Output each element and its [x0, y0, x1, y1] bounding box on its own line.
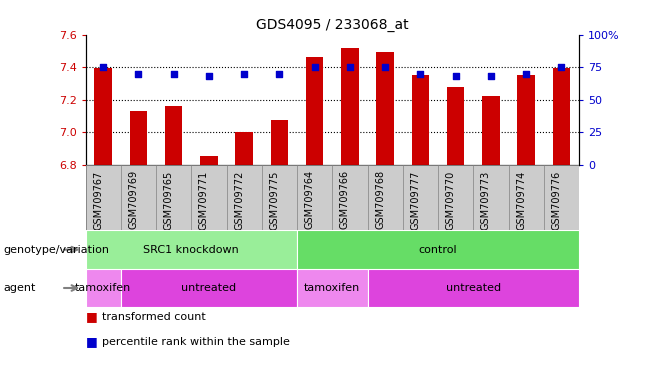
- Text: percentile rank within the sample: percentile rank within the sample: [102, 337, 290, 347]
- Text: GSM709766: GSM709766: [340, 170, 350, 230]
- Bar: [130, 111, 147, 165]
- Bar: [306, 58, 324, 165]
- Bar: [376, 52, 394, 165]
- Bar: [368, 269, 579, 307]
- Bar: [121, 269, 297, 307]
- Text: SRC1 knockdown: SRC1 knockdown: [143, 245, 239, 255]
- Text: untreated: untreated: [445, 283, 501, 293]
- Bar: [86, 230, 297, 269]
- Text: transformed count: transformed count: [102, 312, 206, 322]
- Point: [98, 64, 109, 70]
- Point: [345, 64, 355, 70]
- Text: untreated: untreated: [182, 283, 236, 293]
- Bar: [341, 48, 359, 165]
- Point: [556, 64, 567, 70]
- Point: [239, 71, 249, 77]
- Text: ■: ■: [86, 335, 97, 348]
- Bar: [236, 132, 253, 165]
- Bar: [297, 269, 368, 307]
- Text: genotype/variation: genotype/variation: [3, 245, 109, 255]
- Point: [168, 71, 179, 77]
- Text: GSM709775: GSM709775: [269, 170, 280, 230]
- Text: GSM709768: GSM709768: [375, 170, 385, 230]
- Point: [203, 73, 214, 79]
- Text: GSM709772: GSM709772: [234, 170, 244, 230]
- Bar: [553, 68, 570, 165]
- Text: tamoxifen: tamoxifen: [304, 283, 361, 293]
- Text: GSM709774: GSM709774: [516, 170, 526, 230]
- Text: GSM709764: GSM709764: [305, 170, 315, 230]
- Bar: [297, 230, 579, 269]
- Bar: [517, 75, 535, 165]
- Point: [486, 73, 496, 79]
- Text: GSM709769: GSM709769: [128, 170, 138, 230]
- Bar: [447, 87, 465, 165]
- Point: [133, 71, 143, 77]
- Text: control: control: [418, 245, 457, 255]
- Text: agent: agent: [3, 283, 36, 293]
- Bar: [270, 120, 288, 165]
- Text: ■: ■: [86, 310, 97, 323]
- Bar: [412, 75, 429, 165]
- Bar: [86, 269, 121, 307]
- Bar: [94, 68, 112, 165]
- Point: [274, 71, 285, 77]
- Text: tamoxifen: tamoxifen: [75, 283, 132, 293]
- Point: [415, 71, 426, 77]
- Text: GSM709773: GSM709773: [481, 170, 491, 230]
- Bar: [482, 96, 499, 165]
- Text: GSM709765: GSM709765: [164, 170, 174, 230]
- Title: GDS4095 / 233068_at: GDS4095 / 233068_at: [256, 18, 409, 32]
- Text: GSM709767: GSM709767: [93, 170, 103, 230]
- Text: GSM709776: GSM709776: [551, 170, 561, 230]
- Bar: [200, 156, 218, 165]
- Point: [380, 64, 390, 70]
- Point: [309, 64, 320, 70]
- Point: [450, 73, 461, 79]
- Point: [521, 71, 532, 77]
- Bar: [165, 106, 182, 165]
- Text: GSM709771: GSM709771: [199, 170, 209, 230]
- Text: GSM709777: GSM709777: [411, 170, 420, 230]
- Text: GSM709770: GSM709770: [445, 170, 455, 230]
